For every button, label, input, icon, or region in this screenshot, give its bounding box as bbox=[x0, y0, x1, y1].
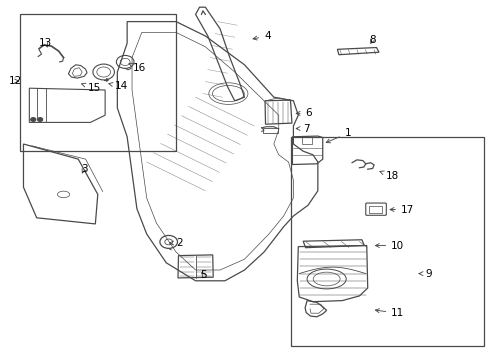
Circle shape bbox=[31, 118, 36, 121]
Text: 15: 15 bbox=[81, 83, 101, 93]
Text: 1: 1 bbox=[325, 128, 351, 143]
Text: 3: 3 bbox=[81, 164, 87, 174]
Bar bbox=[20, 14, 176, 151]
Text: 9: 9 bbox=[418, 269, 431, 279]
Text: 7: 7 bbox=[296, 123, 309, 134]
Text: 11: 11 bbox=[375, 308, 404, 318]
Bar bbox=[263, 128, 277, 133]
Text: 2: 2 bbox=[169, 238, 183, 248]
Bar bbox=[290, 137, 483, 346]
Circle shape bbox=[38, 118, 42, 121]
Text: 16: 16 bbox=[129, 63, 146, 73]
Text: 17: 17 bbox=[389, 204, 413, 215]
Text: 5: 5 bbox=[200, 270, 207, 280]
Bar bbox=[368, 206, 382, 213]
Text: 10: 10 bbox=[375, 240, 404, 251]
Text: 14: 14 bbox=[108, 81, 128, 91]
Text: 12: 12 bbox=[8, 76, 21, 86]
Text: 4: 4 bbox=[253, 31, 270, 41]
Text: 13: 13 bbox=[39, 38, 52, 48]
Text: 6: 6 bbox=[296, 108, 312, 118]
Text: 18: 18 bbox=[379, 171, 399, 181]
Text: 8: 8 bbox=[368, 35, 375, 45]
